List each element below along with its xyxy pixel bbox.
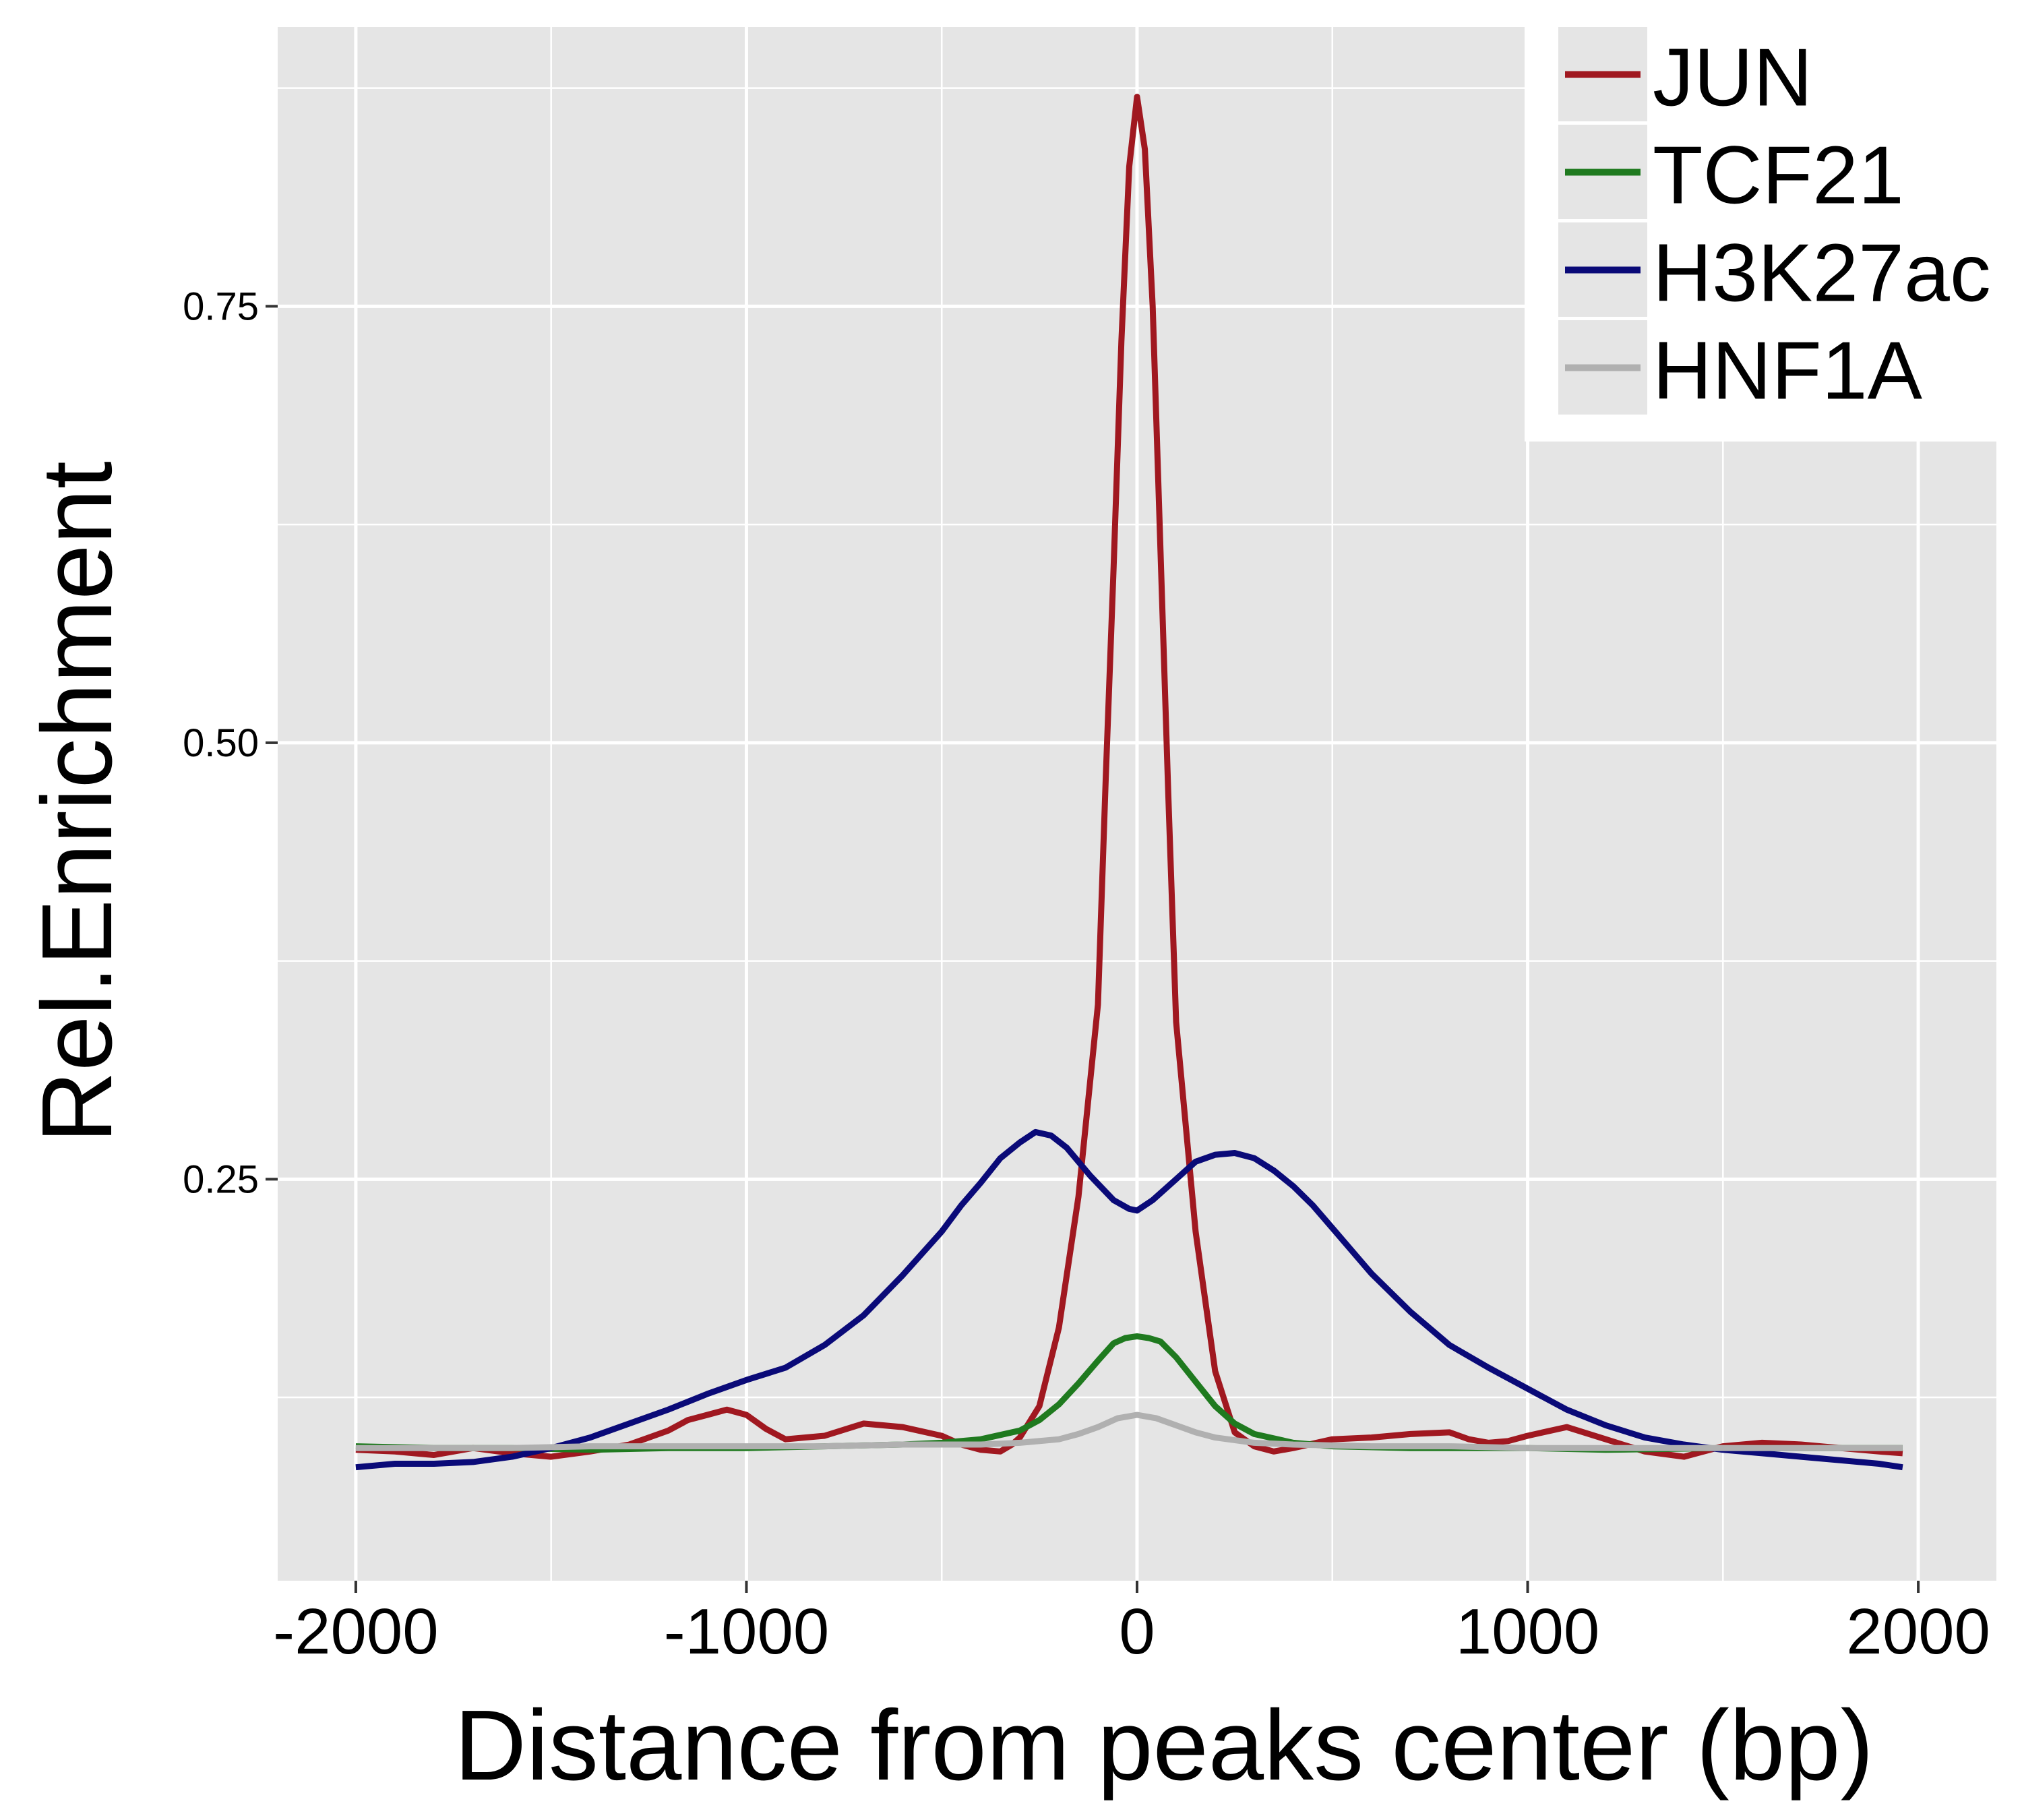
x-tick-label: -2000 [273,1596,439,1668]
legend-label: TCF21 [1653,129,1904,221]
series-line-h3k27ac [355,1128,1903,1471]
legend-item: TCF21 [1558,125,1904,221]
legend-item: JUN [1558,27,1812,123]
y-tick-label: 0.25 [183,1157,259,1201]
y-tick-label: 0.75 [183,284,259,328]
x-axis-title: Distance from peaks center (bp) [454,1690,1874,1801]
series-line-hnf1a [355,1412,1903,1451]
x-tick-label: 2000 [1846,1596,1990,1668]
y-axis-title: Rel.Enrichment [22,461,133,1143]
series-lines [355,94,1903,1471]
legend-label: JUN [1653,32,1812,123]
legend-item: HNF1A [1558,320,1923,417]
x-tick-label: 1000 [1456,1596,1600,1668]
legend-label: HNF1A [1653,325,1923,417]
x-tick-label: -1000 [664,1596,830,1668]
legend-item: H3K27ac [1558,222,1991,319]
x-tick-label: 0 [1119,1596,1155,1668]
y-tick-label: 0.50 [183,721,259,765]
axes: -2000 -1000 0 1000 2000 0.25 0.50 0.75 [183,284,1990,1668]
legend-label: H3K27ac [1653,227,1991,319]
series-line-jun [355,94,1903,1460]
